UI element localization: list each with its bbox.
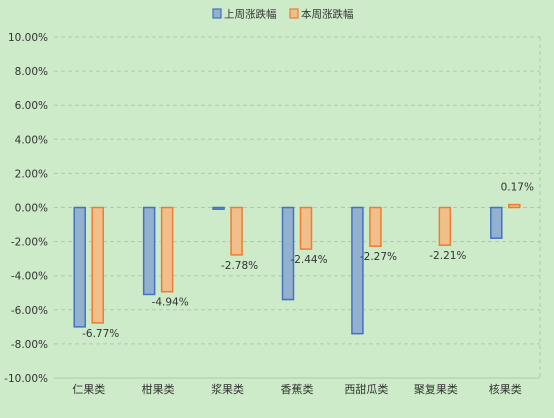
data-label: -6.77% xyxy=(82,328,119,340)
bar-this-week xyxy=(299,206,313,250)
y-tick-label: 10.00% xyxy=(8,32,48,44)
y-tick-label: 4.00% xyxy=(15,134,48,146)
x-tick-label: 西甜瓜类 xyxy=(344,382,388,396)
bar-this-week xyxy=(160,206,174,293)
bar-last-week xyxy=(490,206,503,239)
x-tick-label: 聚复果类 xyxy=(414,382,458,396)
bar-last-week xyxy=(73,206,86,328)
legend-label: 上周涨跌幅 xyxy=(224,8,277,21)
data-label: -2.78% xyxy=(221,260,258,272)
y-tick-label: -10.00% xyxy=(4,373,48,385)
data-label: -2.27% xyxy=(360,251,397,263)
bar-last-week xyxy=(212,206,225,210)
y-tick-label: -2.00% xyxy=(11,237,48,249)
legend-swatch xyxy=(212,8,222,19)
bar-last-week xyxy=(351,206,364,335)
legend-label: 本周涨跌幅 xyxy=(301,8,354,21)
bar-this-week xyxy=(508,203,521,209)
x-tick-label: 仁果类 xyxy=(72,382,105,396)
data-label: -2.21% xyxy=(429,250,466,262)
bar-last-week xyxy=(281,206,295,301)
bar-this-week xyxy=(230,206,243,256)
y-tick-label: 8.00% xyxy=(15,66,48,78)
x-tick-label: 浆果类 xyxy=(211,382,244,396)
y-tick-label: 2.00% xyxy=(15,168,48,180)
y-tick-label: -8.00% xyxy=(11,339,48,351)
x-tick-label: 柑果类 xyxy=(142,382,175,396)
bar-last-week xyxy=(142,206,156,296)
y-tick-label: 0.00% xyxy=(15,203,48,215)
y-tick-label: -6.00% xyxy=(11,305,48,317)
y-tick-label: 6.00% xyxy=(15,100,48,112)
x-tick-label: 核果类 xyxy=(489,382,522,396)
x-tick-label: 香蕉类 xyxy=(281,382,314,396)
data-label: -4.94% xyxy=(152,297,189,309)
data-label: -2.44% xyxy=(290,254,327,266)
data-label: 0.17% xyxy=(501,182,534,194)
bar-this-week xyxy=(91,206,104,324)
y-tick-label: -4.00% xyxy=(11,271,48,283)
bar-this-week xyxy=(369,206,382,247)
legend-swatch xyxy=(289,8,299,19)
bar-this-week xyxy=(438,206,452,246)
